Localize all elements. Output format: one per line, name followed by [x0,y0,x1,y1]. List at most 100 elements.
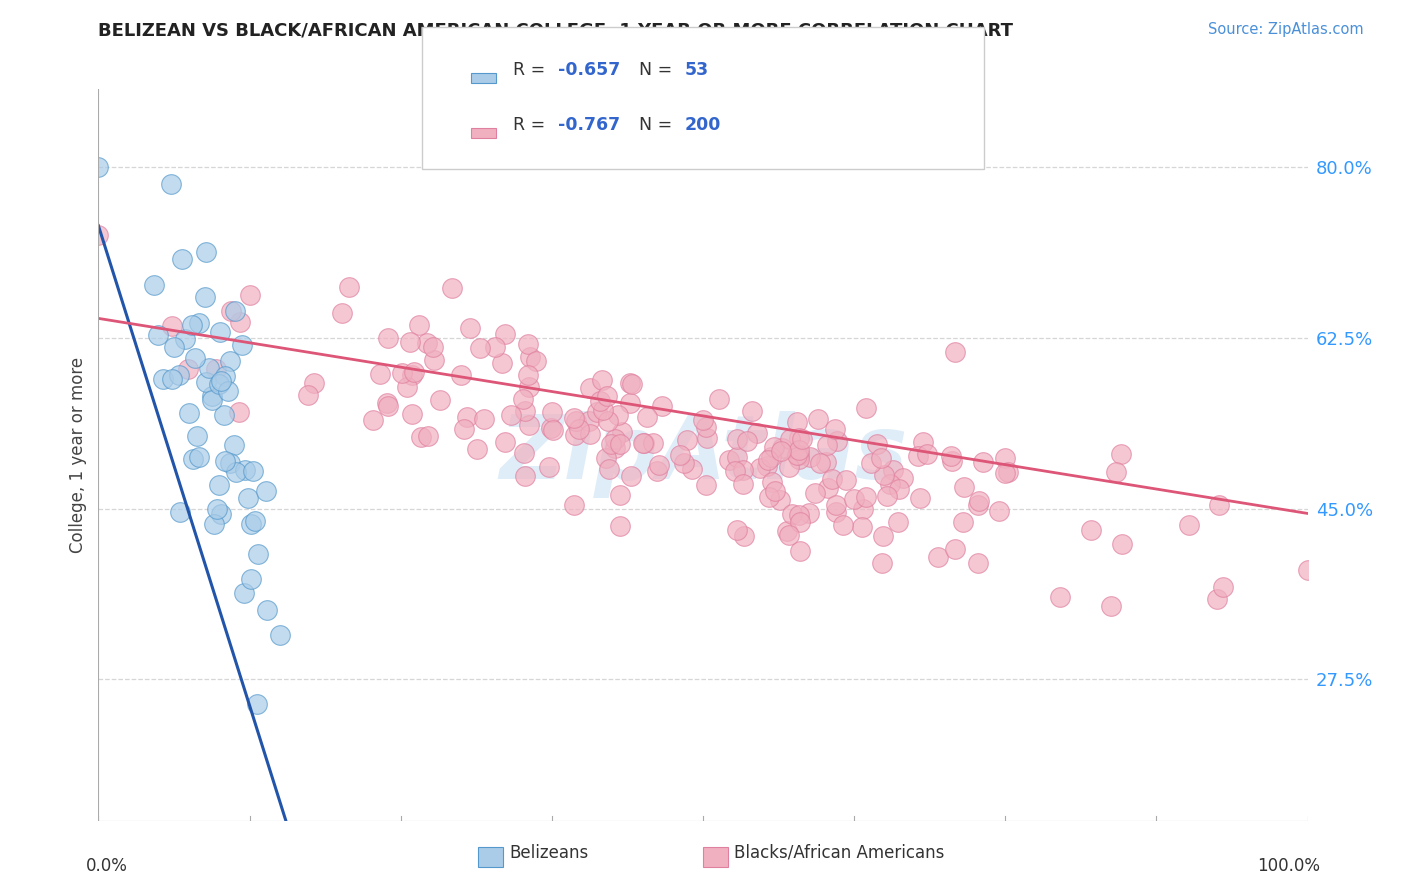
Point [422,340,444,354]
Point [599,437,621,451]
Point [967,557,990,571]
Point [441,281,464,295]
Point [825,504,848,518]
Point [966,498,988,512]
Point [233,586,256,600]
Point [782,507,804,521]
Point [491,356,513,370]
Text: R =: R = [513,116,551,134]
Point [231,338,253,352]
Point [619,396,641,410]
Point [609,487,631,501]
Point [1109,447,1132,461]
Point [633,436,655,450]
Point [183,451,205,466]
Point [735,434,758,448]
Point [143,277,166,292]
Point [598,461,620,475]
Text: -0.657: -0.657 [558,61,620,78]
Point [866,437,889,451]
Point [524,353,547,368]
Text: 100.0%: 100.0% [1257,857,1320,875]
Point [519,350,541,364]
Point [987,504,1010,518]
Point [761,475,783,490]
Point [1212,580,1234,594]
Point [681,461,703,475]
Point [647,458,669,472]
Point [194,290,217,304]
Point [187,316,209,330]
Point [603,432,626,446]
Point [456,410,478,425]
Point [636,409,658,424]
Point [876,489,898,503]
Point [516,336,538,351]
Text: R =: R = [513,61,551,78]
Point [269,628,291,642]
Point [152,372,174,386]
Point [201,389,224,403]
Point [591,373,613,387]
Point [1080,523,1102,537]
Point [695,420,717,434]
Point [562,411,585,425]
Point [907,449,929,463]
Point [163,340,186,354]
Point [458,320,481,334]
Point [609,519,631,533]
Point [769,443,792,458]
Point [1208,498,1230,512]
Point [194,244,217,259]
Point [759,450,782,464]
Point [607,408,630,422]
Point [692,413,714,427]
Point [578,381,600,395]
Point [741,403,763,417]
Point [870,450,893,465]
Point [643,435,665,450]
Text: 53: 53 [685,61,709,78]
Point [855,490,877,504]
Text: Blacks/African Americans: Blacks/African Americans [734,844,945,862]
Point [233,463,256,477]
Point [889,482,911,496]
Point [484,340,506,354]
Point [453,422,475,436]
Point [817,481,839,495]
Point [651,399,673,413]
Point [612,425,634,440]
Point [707,392,730,407]
Point [1104,465,1126,479]
Point [398,334,420,349]
Point [169,505,191,519]
Text: 0.0%: 0.0% [86,857,128,875]
Point [762,440,785,454]
Point [337,280,360,294]
Point [859,456,882,470]
Y-axis label: College, 1 year or more: College, 1 year or more [69,357,87,553]
Point [824,498,846,512]
Point [472,412,495,426]
Point [852,502,875,516]
Point [882,463,904,477]
Point [578,414,600,428]
Point [789,544,811,558]
Point [465,442,488,457]
Point [969,494,991,508]
Point [540,405,562,419]
Point [219,456,242,470]
Point [201,392,224,407]
Point [377,331,399,345]
Point [401,368,423,383]
Point [725,524,748,538]
Point [208,377,231,392]
Point [825,434,848,448]
Point [499,409,522,423]
Point [631,436,654,450]
Point [416,336,439,351]
Point [429,392,451,407]
Point [911,435,934,450]
Point [218,354,240,368]
Point [645,464,668,478]
